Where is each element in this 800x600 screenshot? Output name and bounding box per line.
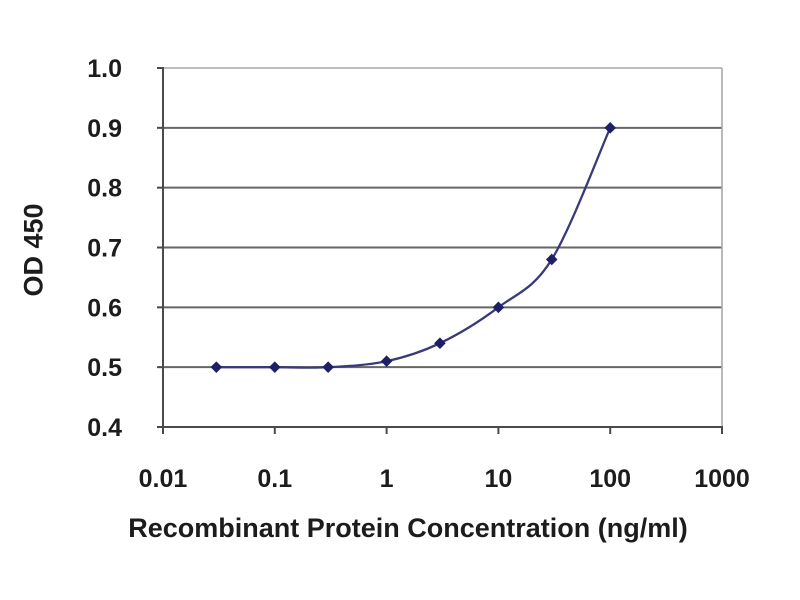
y-tick-label: 0.4 [87,414,122,442]
y-tick-label: 1.0 [87,55,122,83]
x-tick-label: 0.1 [257,465,292,493]
y-tick-label: 0.8 [87,175,122,203]
x-tick-label: 1000 [694,465,750,493]
data-point-marker [434,337,446,350]
x-tick-label: 100 [589,465,631,493]
data-point-marker [380,355,393,367]
data-point-marker [492,301,505,314]
x-tick-label: 0.01 [139,465,188,493]
data-point-marker [269,361,281,373]
y-tick-label: 0.6 [87,294,122,322]
y-axis-title-text: OD 450 [18,203,49,297]
data-point-marker [545,253,558,266]
y-tick-label: 0.9 [87,115,122,143]
x-tick-label: 10 [484,465,512,493]
x-tick-label: 1 [380,465,394,493]
data-point-marker [210,361,223,373]
data-point-marker [604,122,616,134]
y-tick-label: 0.5 [87,354,122,382]
y-tick-label: 0.7 [87,235,122,263]
x-axis-title: Recombinant Protein Concentration (ng/ml… [128,513,688,543]
data-point-marker [322,361,334,373]
